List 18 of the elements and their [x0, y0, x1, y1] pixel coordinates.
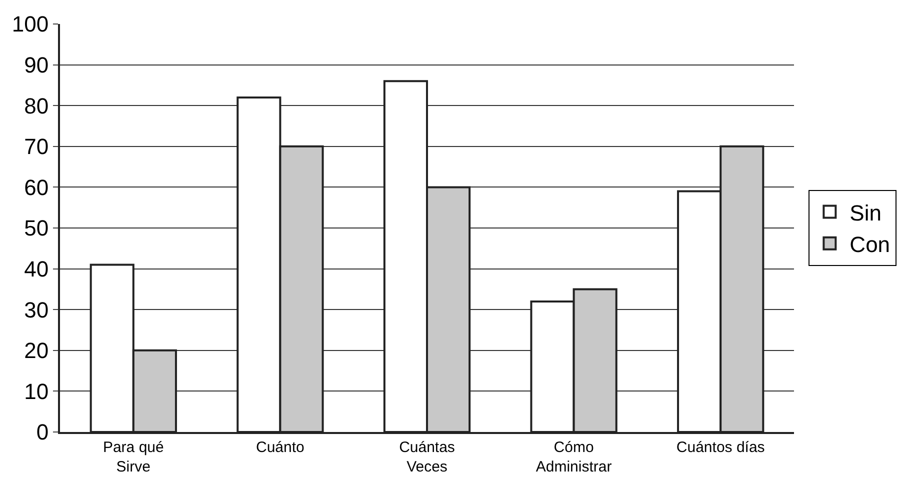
x-tick-label: Cuántas Veces — [399, 439, 455, 476]
y-tick-label: 30 — [24, 297, 49, 322]
y-tick-label: 40 — [24, 256, 49, 282]
y-tick-label: 80 — [24, 93, 49, 118]
y-tick-label: 60 — [24, 174, 49, 200]
y-tick-label: 70 — [24, 134, 49, 160]
x-tick-label: Cuánto — [256, 439, 304, 456]
y-tick-label: 90 — [24, 52, 49, 78]
y-tick-label: 20 — [24, 338, 49, 364]
legend-label: Sin — [850, 200, 882, 226]
x-tick-label: Cómo Administrar — [536, 439, 612, 476]
y-tick-label: 50 — [24, 216, 49, 241]
y-tick-label: 10 — [24, 378, 49, 404]
y-tick-label: 0 — [36, 420, 49, 445]
x-tick-label: Cuántos días — [676, 439, 765, 456]
x-tick-label: Para qué Sirve — [102, 439, 164, 476]
y-tick-label: 100 — [12, 12, 49, 37]
legend-label: Con — [850, 232, 890, 257]
